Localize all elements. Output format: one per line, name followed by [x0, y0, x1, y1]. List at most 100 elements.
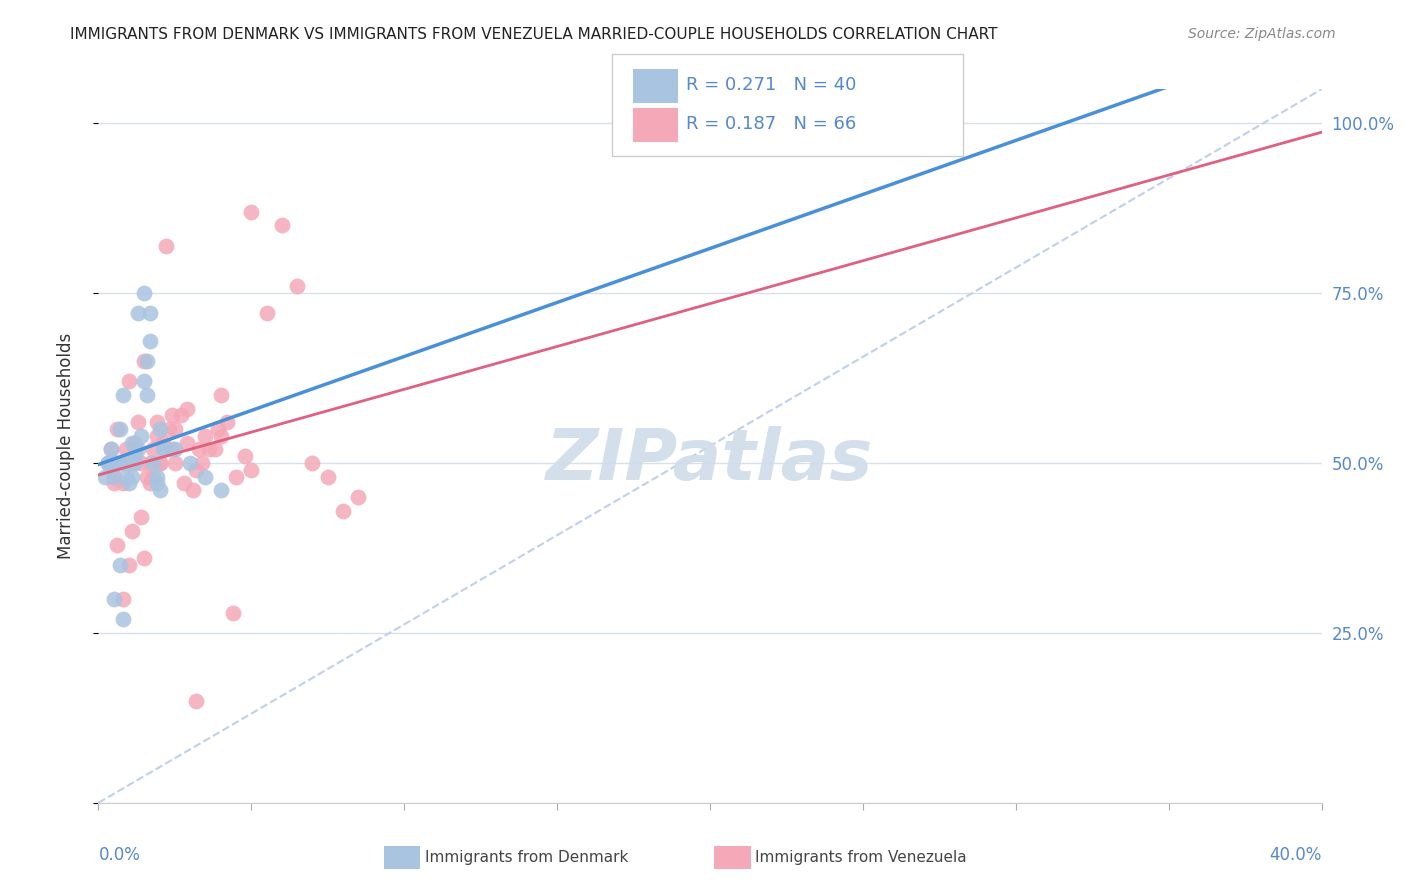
Point	[139, 306, 162, 320]
Point	[209, 429, 232, 443]
Point	[155, 442, 177, 457]
Point	[285, 279, 308, 293]
Point	[134, 354, 156, 368]
Point	[136, 388, 159, 402]
Point	[134, 286, 156, 301]
Point	[124, 442, 146, 457]
Point	[155, 238, 177, 252]
Point	[103, 469, 125, 483]
Text: IMMIGRANTS FROM DENMARK VS IMMIGRANTS FROM VENEZUELA MARRIED-COUPLE HOUSEHOLDS C: IMMIGRANTS FROM DENMARK VS IMMIGRANTS FR…	[70, 27, 998, 42]
Point	[105, 456, 128, 470]
Point	[115, 469, 138, 483]
Point	[179, 456, 201, 470]
Point	[240, 463, 263, 477]
Point	[105, 537, 128, 551]
Text: Immigrants from Denmark: Immigrants from Denmark	[425, 850, 628, 864]
Text: Immigrants from Venezuela: Immigrants from Venezuela	[755, 850, 967, 864]
Y-axis label: Married-couple Households: Married-couple Households	[56, 333, 75, 559]
Point	[163, 442, 186, 457]
Point	[121, 435, 143, 450]
Point	[207, 422, 229, 436]
Point	[134, 551, 156, 566]
Point	[103, 591, 125, 606]
Point	[139, 456, 162, 470]
Point	[111, 591, 134, 606]
Point	[160, 442, 183, 457]
Point	[145, 469, 167, 483]
Point	[270, 218, 292, 232]
Point	[176, 401, 198, 416]
Text: 0.0%: 0.0%	[98, 846, 141, 863]
Point	[105, 422, 128, 436]
Point	[127, 442, 149, 457]
Point	[134, 375, 156, 389]
Point	[191, 456, 214, 470]
Text: R = 0.271   N = 40: R = 0.271 N = 40	[686, 76, 856, 94]
Point	[103, 476, 125, 491]
Point	[149, 422, 172, 436]
Point	[301, 456, 323, 470]
Point	[233, 449, 256, 463]
Point	[121, 524, 143, 538]
Point	[121, 469, 143, 483]
Point	[145, 415, 167, 429]
Point	[142, 456, 165, 470]
Point	[142, 469, 165, 483]
Text: R = 0.187   N = 66: R = 0.187 N = 66	[686, 115, 856, 133]
Point	[163, 456, 186, 470]
Point	[176, 435, 198, 450]
Point	[145, 429, 167, 443]
Point	[97, 456, 120, 470]
Point	[163, 422, 186, 436]
Point	[186, 463, 208, 477]
Point	[108, 422, 131, 436]
Point	[108, 456, 131, 470]
Point	[136, 469, 159, 483]
Text: Source: ZipAtlas.com: Source: ZipAtlas.com	[1188, 27, 1336, 41]
Point	[209, 483, 232, 498]
Point	[157, 422, 180, 436]
Point	[115, 442, 138, 457]
Point	[124, 449, 146, 463]
Point	[194, 429, 217, 443]
Point	[225, 469, 247, 483]
Point	[152, 442, 174, 457]
Point	[197, 442, 219, 457]
Point	[240, 204, 263, 219]
Point	[186, 694, 208, 708]
Point	[127, 415, 149, 429]
Point	[129, 456, 152, 470]
Point	[215, 415, 238, 429]
Point	[118, 558, 141, 572]
Point	[100, 442, 122, 457]
Point	[152, 435, 174, 450]
Point	[129, 429, 152, 443]
Point	[97, 456, 120, 470]
Point	[145, 476, 167, 491]
Point	[108, 456, 131, 470]
Point	[204, 442, 226, 457]
Point	[97, 456, 120, 470]
Point	[100, 456, 122, 470]
Point	[93, 469, 115, 483]
Point	[149, 456, 172, 470]
Point	[118, 476, 141, 491]
Point	[170, 409, 193, 423]
Point	[256, 306, 278, 320]
Point	[149, 483, 172, 498]
Point	[209, 388, 232, 402]
Point	[194, 469, 217, 483]
Point	[105, 456, 128, 470]
Point	[121, 456, 143, 470]
Point	[111, 476, 134, 491]
Point	[181, 483, 204, 498]
Point	[111, 388, 134, 402]
Point	[332, 503, 354, 517]
Point	[139, 476, 162, 491]
Point	[149, 456, 172, 470]
Point	[222, 606, 245, 620]
Point	[118, 375, 141, 389]
Text: 40.0%: 40.0%	[1270, 846, 1322, 863]
Point	[124, 435, 146, 450]
Point	[347, 490, 370, 504]
